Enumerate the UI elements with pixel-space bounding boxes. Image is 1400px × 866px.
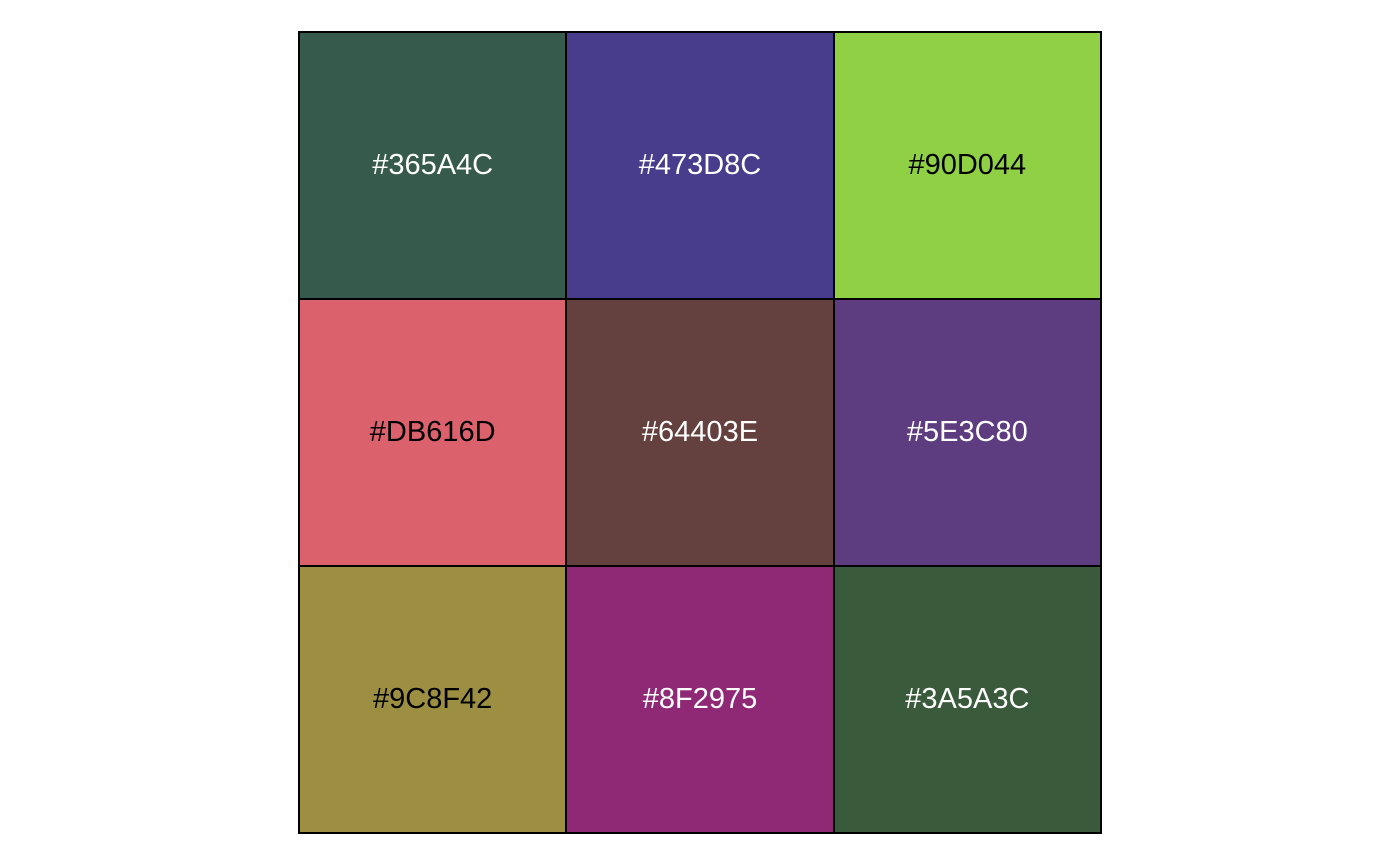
color-swatch: #DB616D [299,299,567,566]
swatch-hex-label: #9C8F42 [373,683,493,715]
color-swatch-grid: #365A4C #473D8C #90D044 #DB616D #64403E … [298,31,1102,834]
swatch-hex-label: #473D8C [638,149,762,181]
swatch-hex-label: #90D044 [908,149,1027,181]
color-swatch: #473D8C [566,32,834,299]
swatch-hex-label: #5E3C80 [906,416,1028,448]
color-swatch: #5E3C80 [833,299,1101,566]
swatch-hex-label: #DB616D [369,416,496,448]
color-swatch: #64403E [566,299,834,566]
color-swatch: #90D044 [833,32,1101,299]
swatch-hex-label: #365A4C [372,149,494,181]
color-swatch: #3A5A3C [833,566,1101,833]
color-swatch: #9C8F42 [299,566,567,833]
swatch-hex-label: #64403E [641,416,759,448]
color-swatch: #8F2975 [566,566,834,833]
color-swatch: #365A4C [299,32,567,299]
swatch-hex-label: #3A5A3C [905,683,1030,715]
swatch-hex-label: #8F2975 [642,683,758,715]
